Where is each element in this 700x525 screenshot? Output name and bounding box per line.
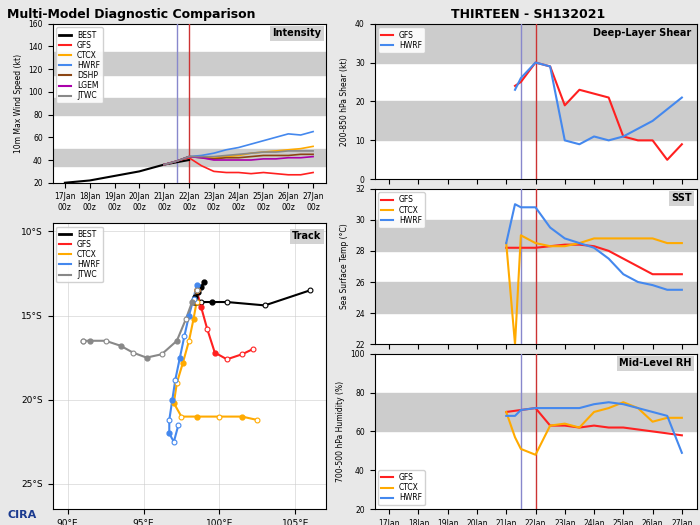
Bar (374, 282, 696, 313)
Text: Intensity: Intensity (272, 28, 321, 38)
Text: Deep-Layer Shear: Deep-Layer Shear (594, 28, 692, 38)
Text: CIRA: CIRA (7, 510, 36, 520)
Text: Mid-Level RH: Mid-Level RH (620, 358, 692, 368)
Text: THIRTEEN - SH132021: THIRTEEN - SH132021 (452, 8, 606, 21)
Y-axis label: Sea Surface Temp (°C): Sea Surface Temp (°C) (340, 224, 349, 309)
Text: Track: Track (292, 232, 321, 242)
Text: Multi-Model Diagnostic Comparison: Multi-Model Diagnostic Comparison (7, 8, 256, 21)
Bar (374, 101, 696, 140)
Bar (52, 98, 326, 114)
Y-axis label: 10m Max Wind Speed (kt): 10m Max Wind Speed (kt) (14, 54, 22, 153)
Bar (374, 24, 696, 62)
Bar (52, 149, 326, 166)
Bar (374, 220, 696, 251)
Y-axis label: 200-850 hPa Shear (kt): 200-850 hPa Shear (kt) (340, 57, 349, 146)
Y-axis label: 700-500 hPa Humidity (%): 700-500 hPa Humidity (%) (336, 381, 344, 482)
Bar (52, 52, 326, 75)
Legend: GFS, CTCX, HWRF: GFS, CTCX, HWRF (378, 193, 425, 228)
Text: SST: SST (671, 193, 692, 203)
Legend: GFS, CTCX, HWRF: GFS, CTCX, HWRF (378, 470, 425, 506)
Legend: BEST, GFS, CTCX, HWRF, DSHP, LGEM, JTWC: BEST, GFS, CTCX, HWRF, DSHP, LGEM, JTWC (56, 27, 103, 103)
Legend: BEST, GFS, CTCX, HWRF, JTWC: BEST, GFS, CTCX, HWRF, JTWC (56, 227, 103, 282)
Legend: GFS, HWRF: GFS, HWRF (378, 27, 425, 52)
Bar (374, 393, 696, 432)
